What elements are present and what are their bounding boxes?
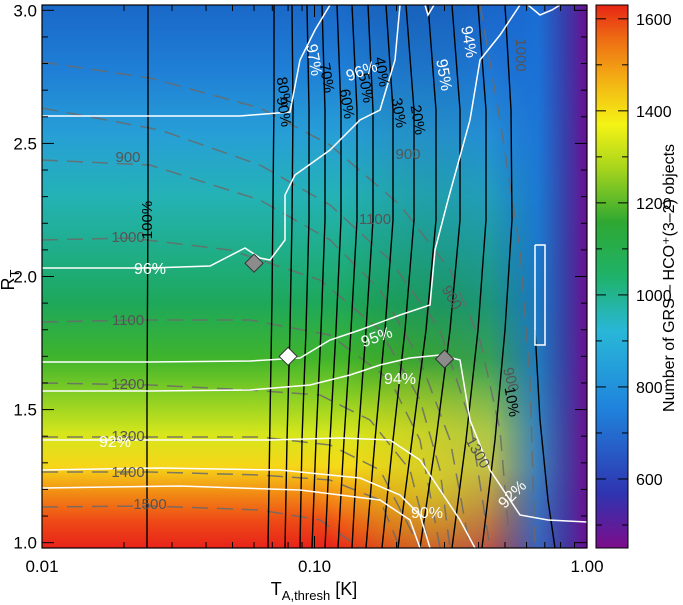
completeness-contour	[534, 329, 556, 548]
completeness-contour	[351, 5, 374, 548]
count-contour-label: 1000	[512, 38, 529, 71]
reliability-contour-label: 97%	[302, 43, 324, 77]
diamond-marker	[278, 346, 298, 367]
count-contour-label: 900	[115, 149, 140, 166]
completeness-contour-label: 20%	[407, 104, 429, 137]
axes-layer: 0.01 0.10 1.00 1.0 1.5 2.0 2.5 3.0	[13, 1, 603, 576]
completeness-contour	[481, 5, 513, 548]
reliability-contour	[42, 354, 587, 523]
colorbar-tick-label: 800	[636, 380, 663, 397]
colorbar-tick-label: 1600	[636, 12, 672, 29]
completeness-contour-label: 30%	[388, 97, 410, 130]
diamond-marker	[244, 253, 264, 273]
marker-layer	[244, 253, 455, 369]
reliability-contour-label: 92%	[99, 434, 131, 451]
reliability-contour-label: 94%	[457, 25, 479, 59]
completeness-contour-label: 80%	[273, 76, 295, 109]
reliability-contour-label: 95%	[432, 58, 454, 92]
count-contour-label: 1000	[111, 229, 144, 246]
count-contour	[42, 61, 511, 548]
reliability-contour-label: 94%	[384, 371, 416, 388]
reliability-contour	[527, 5, 561, 16]
count-contour-label: 900	[395, 146, 420, 163]
count-contour	[42, 471, 401, 548]
completeness-contour	[284, 5, 294, 548]
completeness-contour	[337, 5, 358, 548]
axis-labels: TA,thresh [K] RT Number of GRS – HCO⁺(3–2)…	[0, 144, 678, 603]
completeness-contour-label: 90%	[273, 96, 295, 129]
reliability-contour	[424, 5, 435, 17]
count-contour-label: 1400	[111, 464, 144, 481]
count-contour	[42, 382, 431, 548]
y-tick-label: 1.5	[13, 401, 37, 420]
count-contour	[42, 107, 491, 548]
colorbar-ticks: 600 800 1000 1200 1400 1600	[596, 12, 672, 526]
x-axis-label: TA,thresh [K]	[271, 579, 357, 603]
x-tick-label: 0.10	[298, 557, 331, 576]
completeness-contour	[381, 5, 415, 548]
heatmap-falloff	[42, 5, 587, 548]
colorbar-tick-label: 1200	[636, 196, 672, 213]
count-contour-label: 1100	[112, 312, 144, 329]
completeness-contour-label: 60%	[336, 88, 358, 121]
completeness-contour	[146, 5, 149, 548]
completeness-contour-label: 40%	[371, 56, 393, 89]
y-axis-label: RT	[0, 269, 22, 290]
x-tick-label: 0.01	[25, 557, 58, 576]
completeness-contour	[311, 5, 326, 548]
completeness-contour	[324, 5, 342, 548]
completeness-contour	[451, 5, 487, 548]
count-contour	[42, 319, 441, 548]
completeness-contour	[299, 5, 310, 548]
reliability-contour-label: 90%	[411, 505, 443, 522]
completeness-contour-label: 100%	[139, 201, 156, 239]
y-tick-label: 2.5	[13, 134, 37, 153]
reliability-contour	[42, 485, 421, 548]
colorbar-tick-label: 1400	[636, 104, 672, 121]
reliability-contour	[42, 5, 401, 269]
reliability-contour	[42, 5, 521, 363]
diamond-marker	[434, 349, 455, 369]
completeness-contour	[397, 5, 437, 548]
completeness-contour-label: 70%	[316, 62, 338, 95]
colorbar	[595, 4, 629, 549]
count-contour-label: 1200	[111, 376, 144, 393]
count-contour	[42, 237, 451, 548]
reliability-contour	[42, 437, 476, 548]
completeness-contour-label: 50%	[355, 72, 377, 105]
colorbar-tick-label: 1000	[636, 288, 672, 305]
reliability-contour	[534, 244, 546, 346]
completeness-contour	[365, 5, 394, 548]
colorbar-tick-label: 600	[636, 472, 663, 489]
reliability-contour	[42, 5, 331, 117]
count-contour-label: 1300	[111, 428, 144, 445]
completeness-contour	[267, 5, 275, 548]
x-tick-label: 1.00	[570, 557, 603, 576]
completeness-contour	[419, 5, 461, 548]
y-tick-label: 3.0	[13, 1, 37, 20]
count-contour-label: 900	[499, 366, 522, 395]
count-contour	[479, 5, 536, 548]
count-contour-label: 1500	[133, 496, 166, 513]
count-contour-label: 1100	[359, 211, 391, 228]
count-contour	[42, 436, 421, 548]
y-tick-label: 1.0	[13, 534, 37, 553]
y-tick-label: 2.0	[13, 268, 37, 287]
colorbar-label: Number of GRS – HCO⁺(3–2) objects	[661, 144, 678, 412]
completeness-contour-label: 10%	[501, 386, 523, 419]
reliability-contour-label: 96%	[134, 261, 166, 278]
reliability-contour	[42, 467, 431, 548]
